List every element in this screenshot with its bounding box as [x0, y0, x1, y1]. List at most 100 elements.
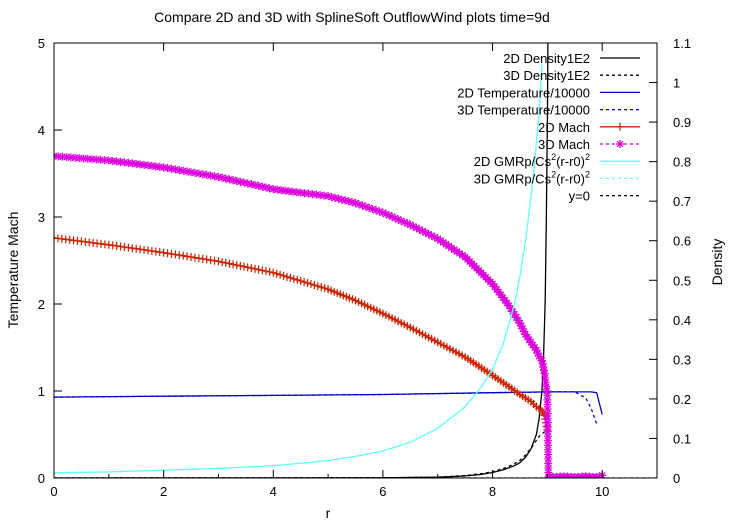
data-point	[218, 173, 227, 182]
data-point	[439, 238, 448, 247]
y-axis-right-label: Density	[709, 239, 725, 286]
data-point	[300, 277, 309, 286]
data-point	[539, 366, 548, 375]
data-point	[447, 243, 456, 252]
data-point	[190, 168, 199, 177]
data-point	[400, 218, 409, 227]
y-right-tick-label: 0	[673, 471, 680, 486]
data-point	[194, 254, 203, 263]
data-point	[159, 163, 168, 172]
data-point	[163, 249, 172, 258]
data-point	[543, 432, 552, 441]
y-right-tick-label: 0.3	[673, 352, 691, 367]
y-right-tick-label: 1.1	[673, 36, 691, 51]
data-point	[221, 258, 230, 267]
data-point	[616, 140, 624, 148]
data-point	[221, 174, 230, 183]
data-point	[183, 252, 192, 261]
data-point	[296, 276, 305, 285]
data-point	[427, 231, 436, 240]
data-point	[206, 171, 215, 180]
series-line	[54, 155, 603, 478]
data-point	[334, 194, 343, 203]
legend-entry: 2D GMRp/Cs2(r-r0)2	[474, 152, 640, 169]
data-point	[544, 454, 553, 463]
data-point	[194, 169, 203, 178]
data-point	[254, 181, 263, 190]
data-point	[504, 301, 513, 310]
data-point	[229, 176, 238, 185]
y-right-tick-label: 0.4	[673, 313, 691, 328]
data-point	[171, 165, 180, 174]
x-tick-label: 6	[379, 484, 386, 499]
data-point	[167, 249, 176, 258]
y-right-tick-label: 0.2	[673, 392, 691, 407]
y-left-tick-label: 1	[38, 384, 45, 399]
data-point	[279, 271, 288, 280]
data-point	[232, 177, 241, 186]
data-point	[541, 378, 550, 387]
x-tick-label: 2	[160, 484, 167, 499]
data-point	[83, 154, 92, 163]
data-point	[229, 260, 238, 269]
legend-entry: 3D Mach	[538, 137, 640, 152]
axes: 0 2 4 6 8 10 0 1 2 3 4 5 0 0.1 0.2 0.3 0.4 0.5 0.6 0.7 0.8 0.…	[38, 36, 691, 499]
legend-entry: 3D GMRp/Cs2(r-r0)2	[474, 169, 640, 186]
data-point	[71, 153, 80, 162]
data-point	[327, 192, 336, 201]
series-line	[54, 64, 543, 474]
data-point	[320, 284, 329, 293]
data-point	[202, 170, 211, 179]
data-point	[251, 264, 259, 273]
legend-label: 2D Mach	[538, 120, 590, 135]
data-point	[520, 327, 529, 336]
data-point	[616, 122, 624, 131]
data-point	[515, 319, 524, 328]
data-point	[543, 404, 552, 413]
y-right-tick-label: 0.8	[673, 155, 691, 170]
data-point	[225, 259, 234, 268]
legend-label: y=0	[569, 189, 590, 204]
data-point	[159, 248, 168, 257]
data-point	[171, 250, 180, 259]
x-tick-label: 10	[595, 484, 609, 499]
legend-entry: 2D Mach	[538, 120, 640, 135]
data-point	[243, 263, 252, 272]
data-point	[240, 262, 249, 271]
legend-label: 2D Density1E2	[503, 51, 590, 66]
data-point	[324, 192, 333, 201]
data-point	[385, 211, 393, 220]
data-point	[424, 230, 433, 239]
data-point	[455, 249, 464, 258]
data-point	[595, 472, 604, 478]
data-point	[187, 253, 196, 262]
data-point	[544, 450, 553, 459]
data-point	[330, 193, 339, 202]
data-point	[544, 468, 553, 477]
data-point	[62, 153, 71, 162]
data-point	[518, 324, 527, 333]
data-point	[167, 164, 176, 173]
data-point	[351, 199, 360, 208]
y-axis-left-label: Temperature Mach	[5, 212, 21, 329]
data-point	[58, 152, 67, 161]
data-point	[430, 233, 439, 242]
data-point	[388, 212, 397, 221]
x-axis-label: r	[326, 505, 331, 521]
data-point	[517, 321, 526, 330]
data-point	[533, 349, 542, 358]
data-point	[337, 195, 346, 204]
plot-frame	[53, 42, 658, 479]
legend: 2D Density1E2 3D Density1E2 2D Temperature…	[457, 51, 640, 204]
data-point	[418, 227, 427, 236]
data-point	[225, 175, 234, 184]
data-point	[378, 208, 387, 217]
x-tick-label: 0	[50, 484, 57, 499]
data-point	[313, 282, 322, 291]
legend-entry: 3D Density1E2	[503, 68, 640, 83]
series-line	[54, 43, 549, 478]
y-right-tick-label: 1	[673, 76, 680, 91]
y-right-tick-label: 0.6	[673, 234, 691, 249]
data-point	[261, 267, 270, 276]
series-line	[54, 391, 598, 425]
